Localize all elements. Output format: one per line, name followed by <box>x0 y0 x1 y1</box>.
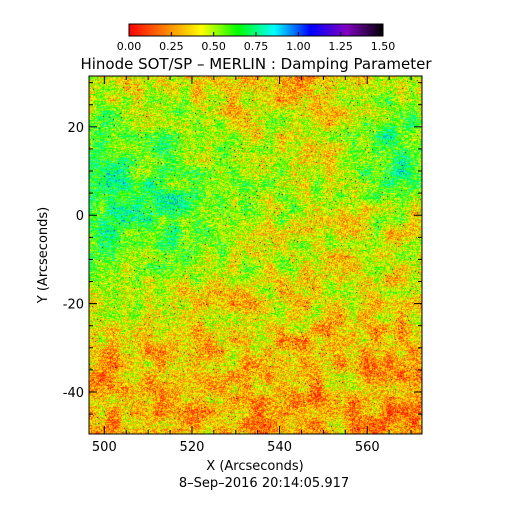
colorbar-tick-label: 0.50 <box>201 40 226 53</box>
x-tick-label: 520 <box>180 440 205 455</box>
timestamp-footer: 8–Sep–2016 20:14:05.917 <box>179 476 349 491</box>
colorbar-gradient <box>129 24 383 36</box>
x-axis-label: X (Arcseconds) <box>206 459 303 474</box>
y-tick-label: -20 <box>63 298 84 313</box>
y-tick-label: -40 <box>63 386 84 401</box>
x-tick-label: 540 <box>267 440 292 455</box>
plot-frame <box>88 75 423 435</box>
colorbar-tick-label: 1.50 <box>371 40 396 53</box>
y-tick-label: 0 <box>76 209 84 224</box>
heatmap <box>89 76 422 434</box>
colorbar-ticks: 0.00 0.25 0.50 0.75 1.00 1.25 1.50 <box>117 32 396 53</box>
colorbar-tick-label: 1.25 <box>328 40 353 53</box>
chart-title: Hinode SOT/SP – MERLIN : Damping Paramet… <box>80 55 432 73</box>
y-axis-label: Y (Arcseconds) <box>36 207 51 304</box>
x-tick-label: 560 <box>355 440 380 455</box>
y-axis: -40 -20 0 20 <box>63 82 422 415</box>
x-axis: 500 520 540 560 <box>92 76 412 455</box>
colorbar-tick-label: 0.25 <box>159 40 184 53</box>
colorbar-tick-label: 1.00 <box>286 40 311 53</box>
colorbar: 0.00 0.25 0.50 0.75 1.00 1.25 1.50 <box>117 23 396 53</box>
colorbar-tick-label: 0.00 <box>117 40 142 53</box>
y-tick-label: 20 <box>67 121 84 136</box>
x-tick-label: 500 <box>92 440 117 455</box>
colorbar-tick-label: 0.75 <box>244 40 269 53</box>
